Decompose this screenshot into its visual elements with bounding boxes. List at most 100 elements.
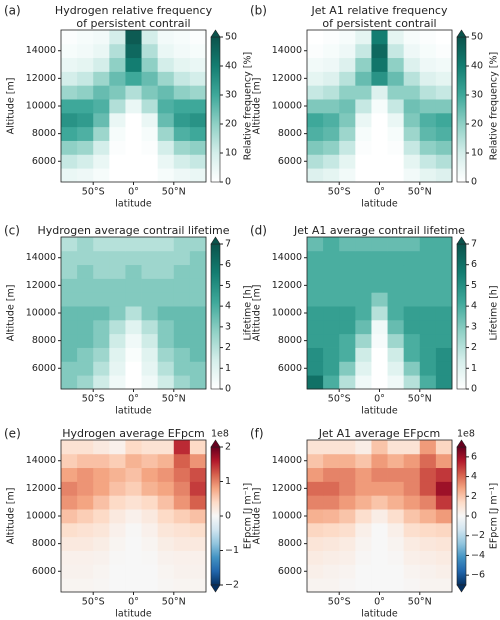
colorbar-tick-label: 0 [471,384,477,395]
heat-cell [403,536,421,551]
heat-cell [307,319,324,335]
heat-cell [157,154,175,169]
heat-cell [387,440,405,455]
heat-cell [419,43,437,59]
heat-cell [355,319,372,335]
heat-cell [141,250,159,266]
heat-cell [355,564,372,579]
heat-cell [189,250,207,266]
heat-cell [93,467,110,482]
heat-cell [109,481,126,496]
heat-cell [307,57,324,72]
heat-cell [419,375,437,390]
heat-cell [189,481,207,496]
heat-cell [93,278,110,293]
heat-cell [125,264,142,279]
panel-label: (c) [4,224,20,238]
heat-cell [355,578,372,593]
heat-cell [323,453,340,469]
heat-cell [435,126,453,141]
y-tick-label: 6000 [32,156,56,167]
y-tick-label: 8000 [278,335,302,346]
y-tick-label: 6000 [278,156,302,167]
x-tick-label: 50°S [328,394,351,405]
heat-cell [61,564,78,579]
heat-cell [61,112,78,128]
heat-cell [125,361,142,376]
panel-title: Jet A1 relative frequency [310,4,447,17]
heatmap [307,237,453,390]
heat-cell [339,453,356,469]
y-tick-label: 14000 [26,45,56,56]
x-axis-label: latitude [115,406,152,417]
heat-cell [387,140,405,155]
heat-cell [371,509,388,524]
heat-cell [307,168,324,183]
colorbar-tick-label: 6 [225,259,231,270]
heat-cell [435,99,453,114]
heat-cell [125,495,142,510]
y-tick-label: 12000 [272,483,302,494]
heat-cell [403,453,421,469]
heat-cell [323,85,340,100]
heat-cell [419,453,437,469]
heat-cell [157,99,175,114]
panel-label: (b) [250,4,267,18]
heat-cell [419,333,437,348]
heat-cell [323,467,340,482]
heat-cell [61,57,78,72]
heat-cell [355,30,372,45]
heat-cell [125,550,142,565]
heat-cell [125,237,142,252]
heat-cell [173,495,191,510]
heat-cell [339,99,356,114]
heat-cell [141,481,159,496]
heat-cell [109,43,126,59]
heat-cell [77,564,94,579]
heat-cell [371,126,388,141]
heat-cell [93,71,110,86]
colorbar-tick-label: 0 [225,511,231,522]
heat-cell [339,495,356,510]
heat-cell [173,264,191,279]
heat-cell [109,578,126,593]
colorbar-label: Lifetime [h] [243,285,254,340]
heat-cell [125,440,142,455]
heat-cell [141,536,159,551]
heat-cell [387,99,405,114]
y-tick-label: 8000 [278,128,302,139]
heat-cell [307,85,324,100]
heat-cell [141,99,159,114]
heat-cell [157,440,175,455]
y-axis-label: Altitude [m] [6,78,17,135]
panel-title: Hydrogen relative frequency [55,4,213,17]
panel-title: Jet A1 average contrail lifetime [293,224,465,237]
heat-cell [435,278,453,293]
heat-cell [77,481,94,496]
heat-cell [355,536,372,551]
x-tick-label: 0° [128,187,139,198]
heat-cell [77,126,94,141]
heat-cell [419,99,437,114]
heat-cell [189,467,207,482]
heat-cell [77,467,94,482]
heat-cell [93,168,110,183]
heat-cell [93,481,110,496]
heat-cell [387,43,405,59]
heat-cell [77,154,94,169]
heat-cell [419,140,437,155]
heat-cell [387,57,405,72]
heat-cell [387,154,405,169]
heat-cell [93,126,110,141]
heat-cell [355,361,372,376]
heat-cell [371,237,388,252]
heat-cell [109,440,126,455]
y-tick-label: 8000 [278,538,302,549]
heat-cell [189,578,207,593]
panel-label: (f) [250,427,264,441]
heat-cell [387,85,405,100]
heat-cell [77,495,94,510]
heat-cell [109,550,126,565]
heat-cell [77,536,94,551]
heat-cell [355,168,372,183]
